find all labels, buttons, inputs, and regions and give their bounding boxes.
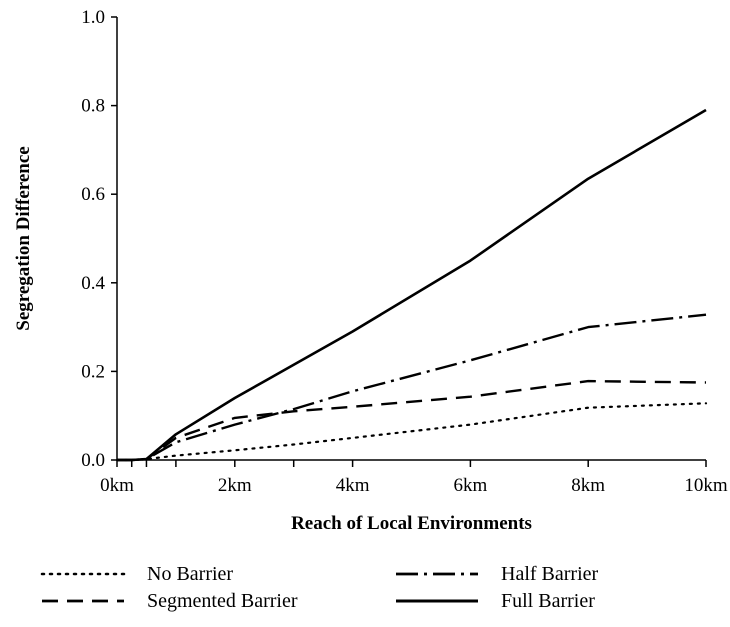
y-tick-label: 0.4 (81, 273, 105, 294)
series-line-full-barrier (117, 108, 707, 462)
x-tick-label: 2km (218, 475, 252, 496)
x-tick-label: 6km (454, 475, 488, 496)
y-axis-ticks: 0.0 0.2 0.4 0.6 0.8 1.0 (81, 7, 117, 471)
x-axis-title: Reach of Local Environments (291, 513, 532, 534)
legend: No Barrier Half Barrier Segmented Barrier F… (40, 563, 599, 612)
series-line-half-barrier (117, 313, 707, 462)
axes (116, 17, 706, 461)
x-tick-label: 10km (684, 475, 728, 496)
legend-label-segmented-barrier: Segmented Barrier (147, 590, 298, 612)
y-tick-label: 0.6 (81, 184, 105, 205)
y-axis-title: Segregation Difference (13, 146, 34, 331)
series-line-no-barrier (115, 402, 708, 462)
y-tick-label: 0.0 (81, 450, 105, 471)
x-axis-ticks: 0km 2km 4km 6km 8km 10km (100, 460, 728, 496)
y-tick-label: 0.2 (81, 361, 105, 382)
series-lines (115, 108, 708, 462)
x-tick-label: 4km (336, 475, 370, 496)
y-tick-label: 0.8 (81, 96, 105, 117)
legend-label-full-barrier: Full Barrier (501, 590, 595, 612)
x-tick-label: 8km (571, 475, 605, 496)
legend-label-no-barrier: No Barrier (147, 563, 233, 585)
x-tick-label: 0km (100, 475, 134, 496)
series-line-segmented-barrier (117, 379, 707, 462)
y-tick-label: 1.0 (81, 7, 105, 28)
legend-label-half-barrier: Half Barrier (501, 563, 599, 585)
